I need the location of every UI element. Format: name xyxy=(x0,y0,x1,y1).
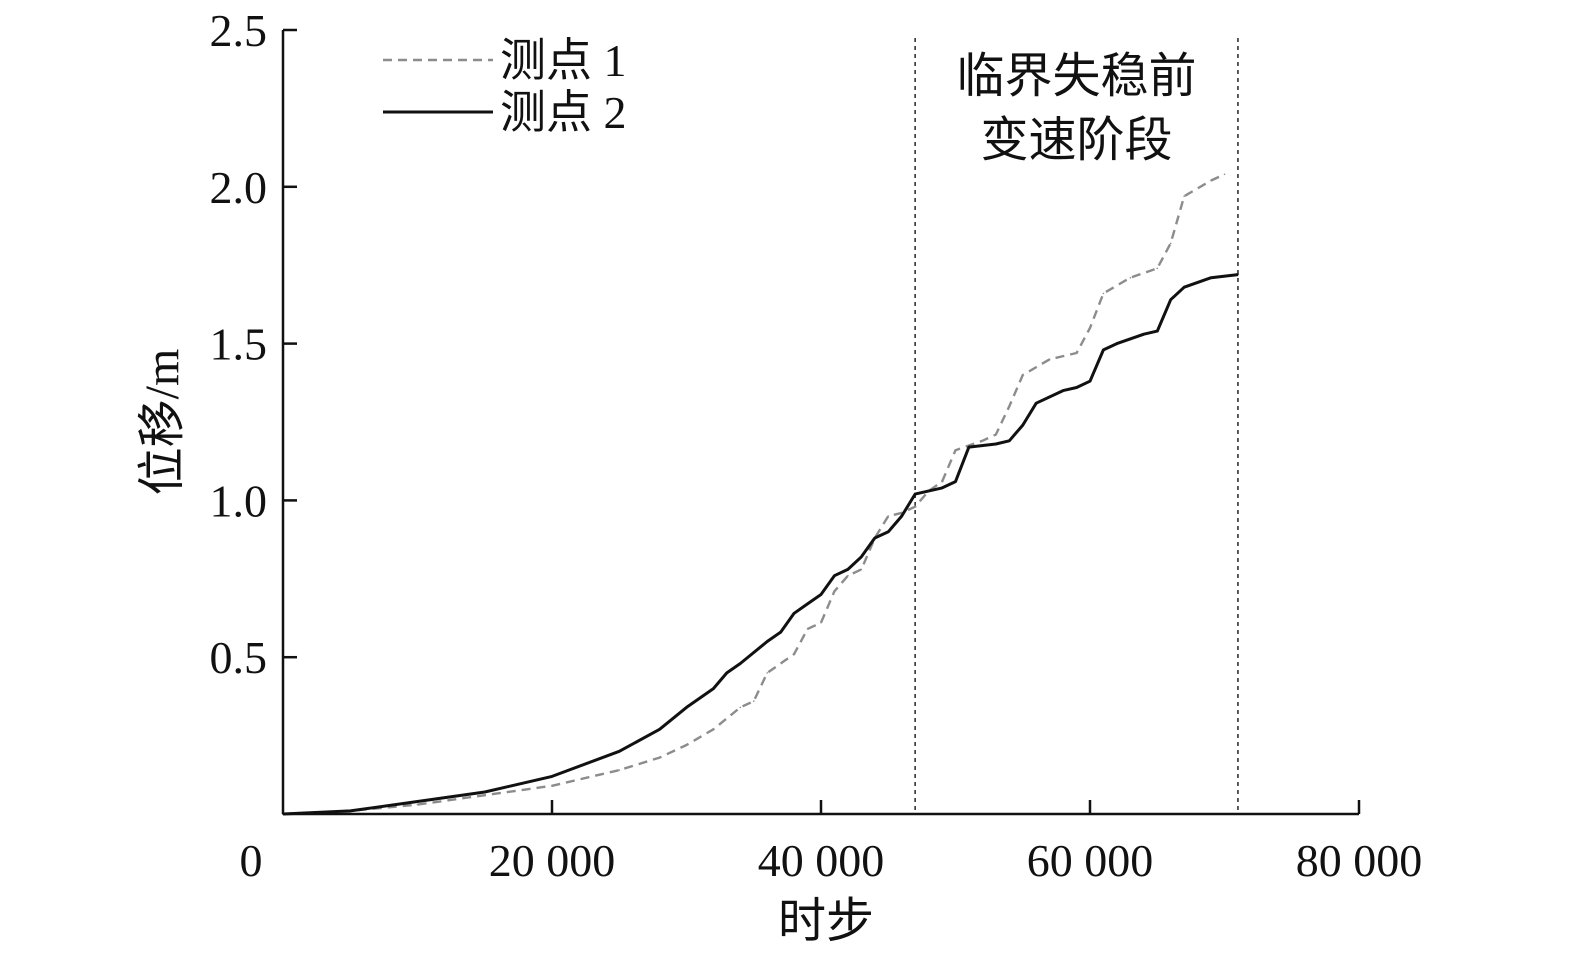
data-point-series-1 xyxy=(995,433,997,436)
data-point-series-1 xyxy=(847,574,849,577)
data-point-series-2 xyxy=(900,515,903,517)
data-point-series-1 xyxy=(1089,327,1091,329)
data-point-series-2 xyxy=(349,810,352,812)
x-tick-label: 60 000 xyxy=(1027,835,1154,886)
data-point-series-2 xyxy=(1089,380,1091,383)
annotation-line-2: 变速阶段 xyxy=(981,114,1173,167)
data-point-series-1 xyxy=(1008,405,1011,408)
data-point-series-1 xyxy=(1223,173,1226,176)
data-point-series-1 xyxy=(766,672,768,674)
legend-label-series-2: 测点 2 xyxy=(500,87,627,138)
data-point-series-2 xyxy=(887,530,890,533)
series-line-1 xyxy=(282,173,1226,816)
data-point-series-1 xyxy=(752,700,755,702)
y-tick-label: 2.5 xyxy=(210,5,268,56)
data-point-series-1 xyxy=(981,440,984,442)
data-point-series-1 xyxy=(1048,358,1051,361)
legend-label-series-1: 测点 1 xyxy=(500,35,627,86)
data-point-series-2 xyxy=(941,487,943,489)
y-tick-label: 2.0 xyxy=(210,162,268,213)
data-point-series-2 xyxy=(1156,330,1159,332)
data-point-series-2 xyxy=(766,640,768,643)
data-point-series-1 xyxy=(941,480,943,483)
annotation-line-1: 临界失稳前 xyxy=(957,50,1197,103)
y-tick-label: 0.5 xyxy=(210,632,268,683)
data-point-series-2 xyxy=(968,446,970,448)
data-point-series-1 xyxy=(658,756,661,759)
series-layer xyxy=(282,173,1239,816)
data-point-series-1 xyxy=(820,621,822,624)
stage-annotation: 临界失稳前 变速阶段 xyxy=(957,50,1197,167)
data-point-series-1 xyxy=(618,769,621,771)
x-tick-label: 80 000 xyxy=(1296,835,1423,886)
data-point-series-1 xyxy=(1183,195,1185,198)
data-point-series-2 xyxy=(658,728,661,731)
plot-area xyxy=(914,38,1239,814)
data-point-series-2 xyxy=(1062,389,1064,392)
series-line-2 xyxy=(282,273,1239,816)
data-point-series-2 xyxy=(995,443,997,445)
data-point-series-1 xyxy=(833,590,836,593)
y-tick-label: 1.5 xyxy=(210,319,268,370)
data-point-series-2 xyxy=(1183,286,1185,288)
data-point-series-2 xyxy=(416,800,419,803)
data-point-series-1 xyxy=(685,744,688,746)
data-point-series-1 xyxy=(806,628,809,630)
data-point-series-2 xyxy=(1143,333,1145,335)
x-axis-title: 时步 xyxy=(778,895,874,948)
data-point-series-2 xyxy=(914,493,916,495)
data-point-series-1 xyxy=(551,784,553,787)
data-point-series-2 xyxy=(779,631,782,633)
data-point-series-1 xyxy=(416,803,419,806)
data-point-series-2 xyxy=(1169,298,1172,301)
x-tick-label: 40 000 xyxy=(758,835,885,886)
ticks-layer: 0 20 000 40 000 60 000 80 000 0.5 1.0 1.5 2.0 2.5 xyxy=(210,5,1423,886)
data-point-series-2 xyxy=(1021,424,1024,426)
data-point-series-2 xyxy=(726,672,728,674)
data-point-series-2 xyxy=(618,750,621,753)
data-point-series-2 xyxy=(847,568,849,571)
data-point-series-1 xyxy=(860,568,863,571)
data-point-series-1 xyxy=(483,794,486,796)
data-point-series-2 xyxy=(833,574,836,577)
data-point-series-1 xyxy=(712,728,715,731)
data-point-series-2 xyxy=(712,687,715,690)
data-point-series-1 xyxy=(1075,352,1078,354)
data-point-series-2 xyxy=(1116,342,1118,345)
data-point-series-1 xyxy=(954,449,957,452)
data-point-series-1 xyxy=(1102,292,1105,295)
x-tick-label: 0 xyxy=(240,835,263,886)
data-point-series-1 xyxy=(1169,242,1172,245)
data-point-series-2 xyxy=(1075,386,1078,389)
legend: 测点 1 测点 2 xyxy=(383,35,627,138)
data-point-series-2 xyxy=(483,791,486,793)
data-point-series-2 xyxy=(1102,349,1105,351)
data-point-series-1 xyxy=(887,515,890,517)
data-point-series-2 xyxy=(551,775,553,778)
data-point-series-2 xyxy=(874,537,876,539)
data-point-series-2 xyxy=(1008,440,1011,442)
data-point-series-1 xyxy=(739,706,742,709)
data-point-series-2 xyxy=(1210,276,1212,279)
data-point-series-2 xyxy=(1035,402,1037,404)
data-point-series-1 xyxy=(914,505,916,508)
axes-layer xyxy=(281,30,1359,816)
data-point-series-1 xyxy=(1210,179,1212,182)
data-point-series-1 xyxy=(1129,276,1132,279)
y-axis-title: 位移/m xyxy=(136,349,189,496)
data-point-series-2 xyxy=(739,662,742,665)
data-point-series-2 xyxy=(806,603,809,605)
data-point-series-2 xyxy=(954,480,957,483)
data-point-series-2 xyxy=(1237,273,1239,276)
data-point-series-1 xyxy=(1156,267,1159,270)
data-point-series-2 xyxy=(685,706,688,709)
data-point-series-2 xyxy=(793,612,795,615)
data-point-series-1 xyxy=(1021,374,1024,376)
y-tick-label: 1.0 xyxy=(210,475,268,526)
data-point-series-1 xyxy=(793,653,795,655)
data-point-series-2 xyxy=(820,593,822,596)
data-point-series-2 xyxy=(860,556,863,558)
x-tick-label: 20 000 xyxy=(489,835,616,886)
